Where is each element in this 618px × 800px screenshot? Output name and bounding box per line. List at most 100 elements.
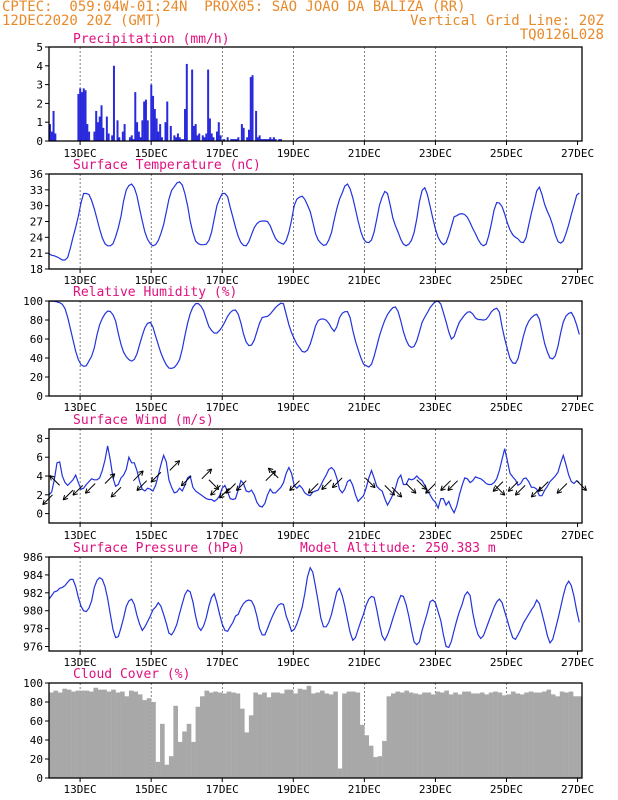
precip-bar xyxy=(235,139,238,141)
cloud-bar xyxy=(279,693,285,778)
wind-arrow xyxy=(219,487,230,499)
x-tick-label: 27DEC xyxy=(561,529,594,542)
wind-arrow-head xyxy=(72,490,75,496)
x-tick-label: 17DEC xyxy=(206,274,239,287)
cloud-bar xyxy=(542,691,547,778)
precip-bar xyxy=(152,95,155,141)
wind-arrow-head xyxy=(331,482,335,488)
cloud-bar xyxy=(248,715,254,778)
wind-arrow-shaft xyxy=(208,479,220,490)
cloud-bar xyxy=(364,735,369,778)
x-tick-label: 17DEC xyxy=(206,529,239,542)
cloud-bar xyxy=(297,688,303,778)
cloud-bar xyxy=(168,756,174,778)
panel-6: 13DEC 15DEC 17DEC 19DEC 21DEC 23DEC 25DEC 27DEC… xyxy=(23,667,594,796)
y-tick-label: 80 xyxy=(30,696,43,709)
x-tick-label: 15DEC xyxy=(135,147,168,160)
cloud-bar xyxy=(479,692,485,778)
panel-title: Surface Wind (m/s) xyxy=(73,413,214,428)
wind-arrow-head xyxy=(210,490,213,496)
x-tick-label: 21DEC xyxy=(348,147,381,160)
x-tick-label: 27DEC xyxy=(561,656,594,669)
precip-bar xyxy=(107,133,110,141)
cloud-bar xyxy=(231,692,236,778)
wind-arrow-shaft xyxy=(49,475,61,486)
precip-bar xyxy=(79,88,82,141)
wind-arrow-head xyxy=(235,485,239,491)
y-tick-label: 4 xyxy=(36,60,43,73)
x-tick-label: 13DEC xyxy=(64,274,97,287)
precip-bar xyxy=(175,137,178,141)
cloud-bar xyxy=(422,692,427,778)
x-tick-label: 13DEC xyxy=(64,783,97,796)
precip-bar xyxy=(251,75,254,141)
wind-arrow-head xyxy=(136,485,139,491)
cloud-bar xyxy=(550,694,556,778)
precip-bar xyxy=(265,139,268,141)
precip-bar xyxy=(134,92,137,141)
precip-bar xyxy=(96,122,99,141)
wind-arrow-head xyxy=(530,492,534,498)
wind-arrow-head xyxy=(180,480,184,486)
cloud-bar xyxy=(128,690,134,778)
wind-arrow-shaft xyxy=(416,479,427,490)
cloud-bar xyxy=(71,691,76,778)
x-tick-label: 15DEC xyxy=(135,656,168,669)
cloud-bar xyxy=(120,691,125,778)
wind-arrow-head xyxy=(537,486,541,492)
wind-arrow-shaft xyxy=(110,486,122,498)
cloud-bar xyxy=(435,691,441,778)
precip-bar xyxy=(160,137,163,141)
cloud-bar xyxy=(111,689,116,778)
wind-arrow-head xyxy=(332,485,338,489)
precip-bar xyxy=(231,139,234,141)
wind-arrow-head xyxy=(49,475,55,478)
cloud-bar xyxy=(253,692,258,778)
panel-title: Relative Humidity (%) xyxy=(73,285,237,300)
precip-bar xyxy=(144,99,147,141)
cloud-bar xyxy=(506,694,512,778)
cloud-bar xyxy=(75,690,81,778)
wind-arrow-shaft xyxy=(268,467,279,479)
y-tick-label: 2 xyxy=(36,97,43,110)
x-tick-label: 25DEC xyxy=(490,147,523,160)
cloud-bar xyxy=(191,741,196,778)
wind-arrow-head xyxy=(177,460,181,466)
cloud-bar xyxy=(484,694,489,778)
wind-arrow xyxy=(492,481,504,492)
precip-bar xyxy=(121,131,124,141)
precip-bar xyxy=(194,124,197,141)
cloud-bar xyxy=(413,693,418,778)
wind-arrow xyxy=(72,485,84,496)
x-tick-label: 13DEC xyxy=(64,529,97,542)
cloud-bar xyxy=(559,691,565,778)
wind-arrow xyxy=(537,481,549,492)
precip-bar xyxy=(219,135,222,141)
wind-arrow-head xyxy=(150,477,154,483)
wind-arrow-head xyxy=(210,493,216,496)
cloud-bar xyxy=(386,696,392,778)
precip-bar xyxy=(274,139,277,141)
wind-arrow xyxy=(133,470,144,482)
wind-arrow-head xyxy=(370,485,376,489)
wind-arrow-head xyxy=(515,493,521,496)
wind-arrow-shaft xyxy=(507,481,519,492)
x-tick-label: 27DEC xyxy=(561,401,594,414)
precip-bar xyxy=(180,139,183,141)
y-tick-label: 0 xyxy=(36,135,43,148)
wind-arrow-head xyxy=(209,468,213,474)
wind-arrow-head xyxy=(514,490,518,496)
panel-frame xyxy=(48,300,583,397)
panel-frame xyxy=(48,428,583,524)
cloud-bar xyxy=(226,691,232,778)
panel-title: Surface Temperature (nC) xyxy=(73,158,261,173)
wind-arrow-shaft xyxy=(405,483,417,494)
cloud-bar xyxy=(124,696,130,778)
y-tick-label: 8 xyxy=(36,432,43,445)
wind-arrow-head xyxy=(421,487,427,491)
cloud-bar xyxy=(306,685,312,778)
precip-bar xyxy=(191,69,194,141)
wind-arrow-head xyxy=(389,493,395,496)
precip-bar xyxy=(150,84,153,141)
